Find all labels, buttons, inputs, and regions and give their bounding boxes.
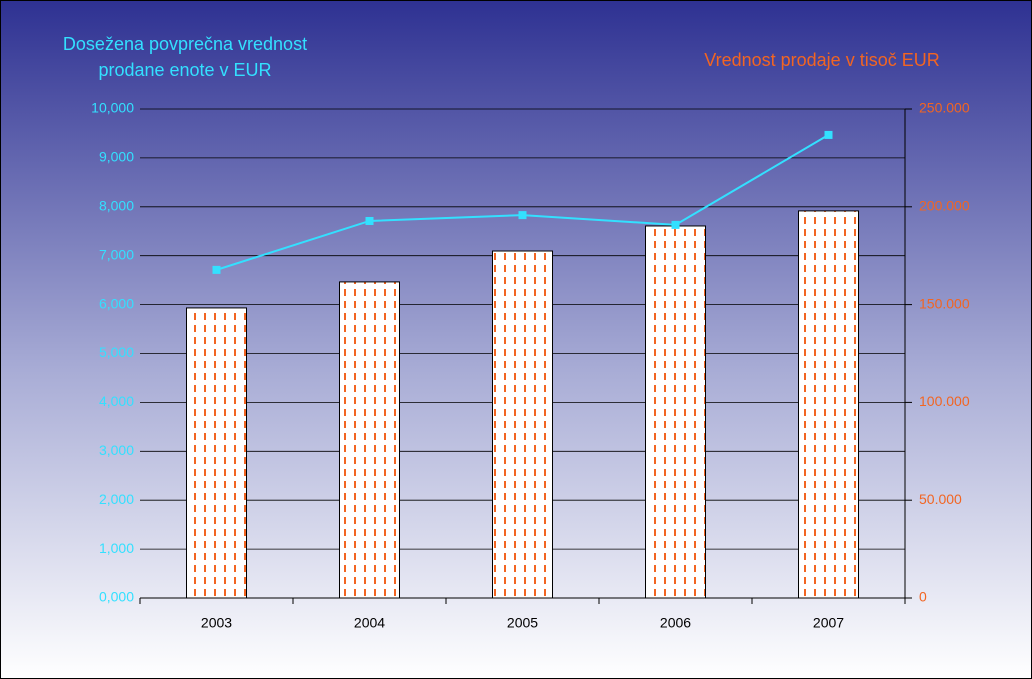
bar [186, 307, 247, 599]
y-tick-label: 6,000 [99, 295, 134, 311]
x-tick-label: 2005 [507, 615, 538, 631]
line-marker [824, 130, 833, 139]
y2-tick-label: 50.000 [919, 491, 962, 507]
y-tick-label: 8,000 [99, 198, 134, 214]
bar [645, 225, 706, 599]
y2-tick-label: 250.000 [919, 100, 970, 116]
x-tick-label: 2003 [201, 615, 232, 631]
line-marker [365, 216, 374, 225]
y2-tick-label: 150.000 [919, 295, 970, 311]
y-tick-label: 2,000 [99, 491, 134, 507]
y-tick-label: 3,000 [99, 442, 134, 458]
y-axis-title: Dosežena povprečna vrednost [63, 34, 307, 54]
y2-tick-label: 200.000 [919, 198, 970, 214]
line-marker [212, 265, 221, 274]
y-tick-label: 1,000 [99, 540, 134, 556]
line-marker [518, 211, 527, 220]
y-tick-label: 5,000 [99, 344, 134, 360]
y-tick-label: 9,000 [99, 149, 134, 165]
y-tick-label: 10,000 [91, 100, 134, 116]
x-tick-label: 2006 [660, 615, 691, 631]
bar [339, 281, 400, 599]
y-tick-label: 0,000 [99, 589, 134, 605]
bar [798, 210, 859, 599]
y-tick-label: 4,000 [99, 393, 134, 409]
y2-tick-label: 0 [919, 589, 927, 605]
bar [492, 250, 553, 599]
x-tick-label: 2007 [813, 615, 844, 631]
x-tick-label: 2004 [354, 615, 385, 631]
y-tick-label: 7,000 [99, 246, 134, 262]
y2-tick-label: 100.000 [919, 393, 970, 409]
y2-axis-title: Vrednost prodaje v tisoč EUR [704, 50, 939, 70]
line-marker [671, 220, 680, 229]
y-axis-title: prodane enote v EUR [98, 60, 271, 80]
